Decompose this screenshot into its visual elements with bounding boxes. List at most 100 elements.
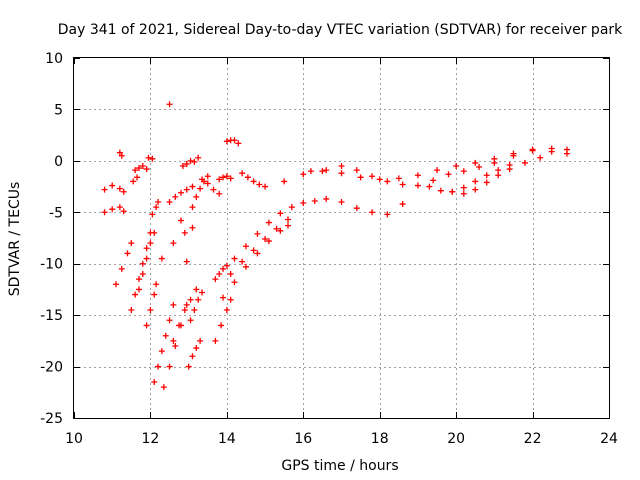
data-point	[472, 186, 479, 193]
series-track-7	[220, 222, 291, 301]
data-point	[216, 190, 223, 197]
data-point	[395, 175, 402, 182]
data-point	[254, 230, 261, 237]
data-point	[193, 193, 200, 200]
data-point	[262, 236, 269, 243]
series-track-2	[307, 147, 570, 189]
data-point	[472, 159, 479, 166]
data-point	[445, 171, 452, 178]
series-track-32	[130, 174, 141, 185]
series-track-1	[262, 145, 570, 190]
data-point	[178, 217, 184, 224]
data-point	[460, 184, 467, 191]
data-point	[231, 279, 238, 286]
series-track-3	[426, 161, 513, 195]
data-point	[143, 255, 150, 262]
data-point	[323, 195, 330, 202]
data-point	[101, 186, 108, 193]
data-point	[109, 206, 116, 213]
data-point	[227, 175, 234, 182]
data-point	[155, 199, 162, 205]
data-point	[170, 337, 177, 344]
data-point	[199, 176, 206, 183]
data-point	[369, 173, 376, 180]
data-point	[158, 255, 165, 262]
series-track-8	[212, 296, 234, 344]
data-point	[399, 181, 406, 188]
data-point	[183, 258, 190, 265]
data-point	[197, 337, 204, 344]
data-point	[195, 296, 202, 303]
series-track-11	[113, 240, 135, 288]
data-point	[145, 154, 152, 161]
data-point	[338, 163, 345, 169]
data-point	[414, 172, 421, 179]
series-track-31	[145, 154, 156, 162]
data-point	[472, 178, 479, 185]
data-point	[128, 307, 135, 313]
data-point	[353, 167, 360, 174]
series-track-23	[212, 262, 230, 283]
data-point	[220, 174, 227, 181]
series-track-10	[101, 204, 127, 216]
series-track-26	[239, 170, 263, 188]
x-axis-tick-labels: 10 12 14 16 18 20 22 24	[65, 431, 618, 447]
data-point	[153, 281, 160, 288]
data-point	[170, 240, 177, 247]
data-point	[155, 363, 162, 370]
series-track-24	[223, 137, 242, 147]
data-point	[172, 193, 179, 200]
data-point	[300, 171, 307, 178]
data-point	[265, 219, 272, 226]
data-point	[250, 178, 257, 185]
data-point	[495, 167, 502, 174]
data-point	[265, 238, 272, 245]
data-point	[476, 164, 483, 171]
data-point	[426, 183, 433, 190]
data-point	[338, 170, 345, 177]
data-point	[187, 157, 194, 164]
data-point	[218, 322, 225, 329]
data-point	[285, 222, 291, 229]
data-point	[185, 363, 192, 370]
x-tick-label: 22	[524, 431, 542, 447]
data-point	[453, 163, 460, 169]
data-point	[212, 337, 219, 344]
data-point	[166, 363, 173, 370]
series-track-15	[151, 301, 177, 385]
x-tick-label: 12	[142, 431, 160, 447]
x-tick-label: 24	[600, 431, 618, 447]
data-points	[101, 101, 570, 391]
data-point	[414, 182, 421, 189]
y-tick-label: 0	[54, 154, 63, 170]
x-tick-label: 18	[371, 431, 389, 447]
data-point	[521, 159, 528, 166]
data-point	[187, 296, 194, 303]
y-tick-label: -15	[40, 308, 63, 324]
data-point	[143, 166, 150, 173]
data-point	[227, 296, 234, 303]
data-point	[166, 199, 173, 205]
data-point	[256, 181, 263, 188]
data-point	[307, 168, 314, 175]
data-point	[149, 211, 156, 218]
data-point	[189, 183, 196, 190]
data-point	[491, 159, 498, 166]
series-track-12	[128, 229, 154, 313]
series-track-14	[143, 281, 160, 329]
y-tick-label: -10	[40, 257, 63, 273]
data-point	[143, 245, 150, 252]
data-point	[227, 271, 234, 277]
data-point	[101, 209, 108, 216]
data-point	[124, 250, 131, 257]
data-point	[204, 180, 211, 187]
data-point	[147, 240, 154, 247]
data-point	[139, 260, 146, 267]
data-point	[300, 200, 307, 207]
y-tick-label: 10	[45, 51, 63, 67]
data-point	[319, 168, 326, 175]
data-point	[132, 167, 139, 174]
data-point	[189, 224, 196, 231]
data-point	[242, 243, 249, 250]
y-tick-label: 5	[54, 102, 63, 118]
